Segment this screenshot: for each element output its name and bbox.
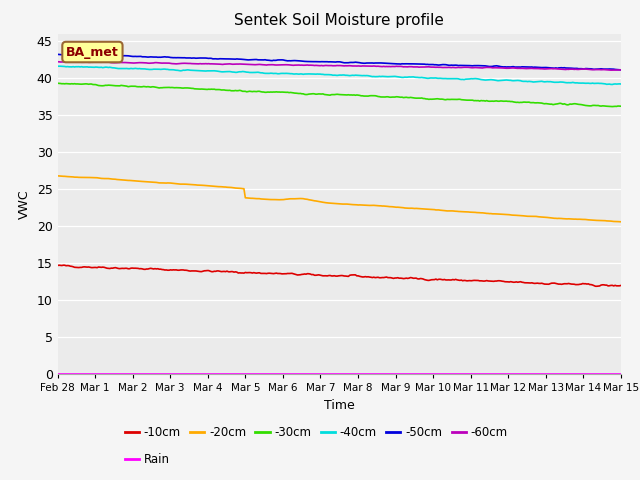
-50cm (276, 57, 284, 63)
-30cm (617, 103, 625, 109)
-30cm (463, 97, 471, 103)
-40cm (617, 81, 625, 87)
-60cm (610, 67, 618, 73)
-40cm (461, 76, 469, 82)
-10cm (410, 276, 417, 281)
Line: -50cm: -50cm (58, 54, 621, 70)
Line: -30cm: -30cm (58, 83, 621, 107)
Y-axis label: VWC: VWC (19, 189, 31, 219)
-20cm (54, 173, 61, 179)
-50cm (54, 51, 61, 57)
-40cm (239, 69, 246, 74)
-60cm (54, 59, 61, 65)
-60cm (63, 59, 71, 64)
-20cm (617, 219, 625, 225)
-50cm (122, 53, 129, 59)
-50cm (408, 61, 416, 67)
-20cm (460, 209, 468, 215)
-30cm (237, 88, 245, 94)
-10cm (54, 263, 61, 268)
Rain (617, 371, 625, 377)
-40cm (123, 66, 131, 72)
X-axis label: Time: Time (324, 399, 355, 412)
-60cm (410, 64, 417, 70)
-60cm (239, 61, 246, 67)
-60cm (465, 64, 472, 70)
Rain (463, 371, 471, 377)
-50cm (617, 67, 625, 73)
-10cm (465, 278, 472, 284)
Rain (408, 371, 416, 377)
-30cm (122, 83, 129, 89)
-40cm (609, 82, 616, 87)
-40cm (465, 76, 472, 82)
-60cm (461, 64, 469, 70)
-60cm (123, 60, 131, 66)
-30cm (609, 104, 616, 109)
Rain (276, 371, 284, 377)
Title: Sentek Soil Moisture profile: Sentek Soil Moisture profile (234, 13, 444, 28)
-30cm (276, 89, 284, 95)
-50cm (237, 56, 245, 62)
-10cm (60, 262, 67, 268)
-10cm (278, 271, 286, 277)
-30cm (460, 97, 468, 103)
-30cm (408, 95, 416, 100)
-10cm (617, 283, 625, 288)
-10cm (239, 270, 246, 276)
Text: BA_met: BA_met (66, 46, 119, 59)
-10cm (123, 265, 131, 271)
-60cm (278, 62, 286, 68)
Line: -40cm: -40cm (58, 66, 621, 84)
-20cm (408, 205, 416, 211)
Line: -60cm: -60cm (58, 61, 621, 70)
-10cm (461, 277, 469, 283)
-50cm (460, 62, 468, 68)
-50cm (463, 63, 471, 69)
-10cm (593, 283, 601, 289)
Rain (122, 371, 129, 377)
-30cm (54, 80, 61, 86)
-40cm (54, 63, 61, 69)
-20cm (463, 209, 471, 215)
Rain (54, 371, 61, 377)
-20cm (122, 177, 129, 183)
-40cm (55, 63, 63, 69)
Rain (237, 371, 245, 377)
Legend: Rain: Rain (120, 448, 174, 471)
-40cm (410, 74, 417, 80)
-60cm (617, 67, 625, 73)
-40cm (278, 71, 286, 76)
Line: -10cm: -10cm (58, 265, 621, 286)
-20cm (237, 186, 245, 192)
Line: -20cm: -20cm (58, 176, 621, 222)
Rain (460, 371, 468, 377)
-20cm (276, 197, 284, 203)
